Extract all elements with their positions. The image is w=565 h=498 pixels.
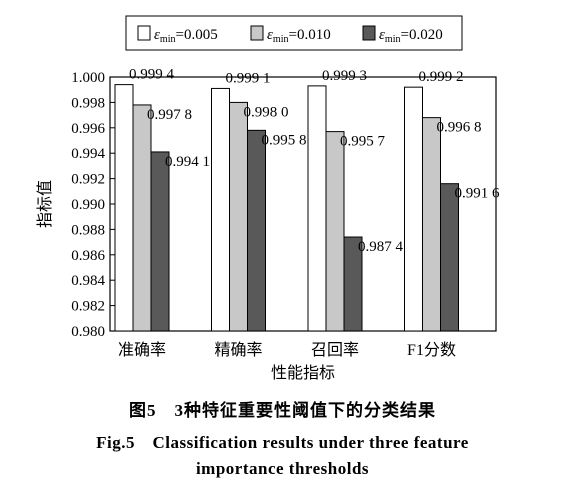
bar-chart: 0.980 0.982 0.984 0.986 0.988 0.990 0.992 0.994… [36,15,501,382]
x-tick-label: 精确率 [214,341,262,359]
legend-swatch [250,25,264,41]
data-label: 0.999 4 [129,67,175,83]
x-tick-label: 准确率 [118,341,166,359]
x-tick-label: F1分数 [407,341,456,359]
bar [114,84,134,332]
bar [422,117,441,332]
legend-entry: εmin=0.010 [267,27,331,45]
legend-entry: εmin=0.020 [379,27,443,45]
y-tick-label: 0.992 [71,172,105,188]
data-label: 0.999 2 [419,69,464,85]
bar [150,151,170,332]
bar [343,236,363,332]
y-tick-label: 0.996 [71,121,105,137]
data-label: 0.999 3 [322,68,367,84]
data-label: 0.994 1 [165,154,210,170]
y-tick-label: 0.980 [71,324,105,340]
legend-swatch [137,25,151,41]
y-tick-label: 0.984 [71,273,105,289]
x-tick-label: 召回率 [311,341,359,359]
data-label: 0.997 8 [147,107,192,123]
data-label: 0.991 6 [455,186,501,202]
y-tick-label: 0.998 [71,95,105,111]
bar [440,183,459,332]
y-tick-label: 0.982 [71,299,105,315]
y-tick-label: 0.994 [71,146,105,162]
data-label: 0.995 7 [340,134,386,150]
figure-caption-en-line2: importance thresholds [195,459,370,478]
bar [211,87,230,332]
y-tick-label: 1.000 [71,70,105,86]
figure-caption-zh: 图5 3种特征重要性阈值下的分类结果 [129,401,436,420]
data-label: 0.996 8 [437,120,482,136]
bar [247,129,266,332]
y-tick-label: 0.986 [71,248,105,264]
y-tick-label: 0.990 [71,197,105,213]
legend-swatch [362,25,376,41]
data-label: 0.987 4 [358,239,404,255]
bar [325,131,345,332]
data-label: 0.999 1 [226,70,271,86]
x-axis-title: 性能指标 [271,364,335,382]
data-label: 0.995 8 [262,132,307,148]
bar [404,86,423,332]
legend-box [125,15,463,51]
bar [307,85,327,332]
data-label: 0.998 0 [244,104,289,120]
y-tick-label: 0.988 [71,222,105,238]
y-axis-title: 指标值 [36,180,54,228]
bar [132,104,152,332]
legend-entry: εmin=0.005 [154,27,218,45]
bar [229,101,248,332]
figure-caption-en-line1: Fig.5 Classification results under three… [96,433,469,452]
